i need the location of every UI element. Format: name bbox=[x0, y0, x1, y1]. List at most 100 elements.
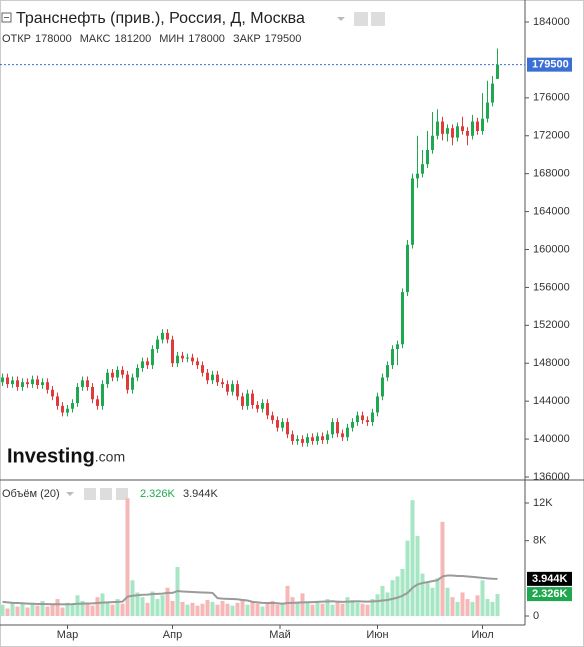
volume-bar bbox=[420, 573, 425, 616]
candle-body bbox=[86, 380, 89, 387]
candle-body bbox=[311, 437, 314, 441]
volume-bar bbox=[375, 594, 380, 616]
eye-icon[interactable] bbox=[354, 12, 368, 26]
volume-bar bbox=[360, 603, 365, 616]
volume-bar bbox=[25, 607, 30, 616]
volume-bar bbox=[110, 604, 115, 616]
close-icon[interactable] bbox=[116, 488, 128, 500]
candle-body bbox=[1, 377, 4, 383]
candle-body bbox=[436, 121, 439, 136]
volume-last-label: 2.326K bbox=[532, 588, 568, 600]
volume-bar bbox=[445, 587, 450, 616]
volume-bar bbox=[30, 602, 35, 616]
candle-body bbox=[266, 403, 269, 416]
candle-body bbox=[101, 384, 104, 406]
settings-icon[interactable] bbox=[100, 488, 112, 500]
volume-bar bbox=[480, 580, 485, 616]
candle-body bbox=[261, 403, 264, 409]
volume-bar bbox=[485, 599, 490, 616]
volume-title: Объём (20) bbox=[2, 488, 60, 500]
volume-bar bbox=[120, 603, 125, 616]
ohlc-value: 178000 bbox=[188, 33, 225, 45]
candle-body bbox=[336, 422, 339, 434]
volume-bar bbox=[290, 597, 295, 616]
collapse-icon[interactable] bbox=[1, 12, 12, 23]
volume-bar bbox=[295, 602, 300, 616]
volume-bar bbox=[40, 600, 45, 616]
chart-title: Транснефть (прив.), Россия, Д, Москва bbox=[16, 10, 305, 27]
volume-bar bbox=[160, 595, 165, 616]
volume-bar bbox=[410, 500, 415, 616]
x-tick-label: Июн bbox=[366, 629, 388, 641]
volume-last-box bbox=[527, 587, 572, 602]
candle-body bbox=[366, 420, 369, 423]
settings-icon[interactable] bbox=[371, 12, 385, 26]
y-tick-label: 172000 bbox=[533, 130, 570, 142]
candle-body bbox=[231, 384, 234, 392]
y2-tick-label: 8K bbox=[533, 535, 547, 547]
candle-body bbox=[81, 380, 84, 387]
candle-body bbox=[291, 434, 294, 441]
y-tick-label: 160000 bbox=[533, 243, 570, 255]
candle-body bbox=[491, 83, 494, 103]
candle-body bbox=[246, 393, 249, 406]
candle-body bbox=[316, 436, 319, 441]
candle-body bbox=[471, 121, 474, 136]
volume-bar bbox=[140, 597, 145, 616]
candle-body bbox=[71, 403, 74, 409]
volume-bar bbox=[115, 599, 120, 616]
volume-bar bbox=[260, 606, 265, 616]
candle-body bbox=[221, 382, 224, 385]
y-tick-label: 148000 bbox=[533, 357, 570, 369]
volume-bar bbox=[70, 604, 75, 616]
volume-last-value: 2.326K bbox=[140, 488, 176, 500]
volume-bar bbox=[145, 602, 150, 616]
candle-body bbox=[166, 332, 169, 340]
volume-bar bbox=[10, 601, 15, 616]
candle-body bbox=[201, 365, 204, 373]
volume-bar bbox=[195, 605, 200, 616]
candle-body bbox=[141, 361, 144, 368]
volume-bar bbox=[495, 594, 500, 616]
y-tick-label: 184000 bbox=[533, 16, 570, 28]
candle-body bbox=[46, 382, 49, 390]
volume-bar bbox=[240, 599, 245, 616]
candle-body bbox=[126, 374, 129, 390]
volume-bar bbox=[250, 601, 255, 616]
volume-bar bbox=[275, 604, 280, 616]
candle-body bbox=[176, 355, 179, 364]
volume-bar bbox=[465, 599, 470, 616]
eye-icon[interactable] bbox=[84, 488, 96, 500]
x-tick-label: Мар bbox=[57, 629, 79, 641]
dropdown-arrow[interactable] bbox=[66, 492, 74, 496]
candle-body bbox=[321, 436, 324, 441]
volume-bar bbox=[460, 592, 465, 616]
volume-bar bbox=[300, 593, 305, 616]
volume-bar bbox=[225, 603, 230, 616]
candle-body bbox=[391, 349, 394, 366]
candle-body bbox=[146, 361, 149, 366]
candle-body bbox=[41, 382, 44, 386]
candle-body bbox=[151, 349, 154, 366]
ma-last-value: 3.944K bbox=[183, 488, 219, 500]
candle-body bbox=[451, 128, 454, 138]
dropdown-arrow[interactable] bbox=[337, 17, 345, 21]
candle-body bbox=[381, 377, 384, 397]
volume-bar bbox=[285, 585, 290, 616]
volume-bar bbox=[325, 599, 330, 616]
candle-body bbox=[91, 386, 94, 400]
volume-bar bbox=[200, 603, 205, 616]
candle-body bbox=[6, 377, 9, 385]
candle-body bbox=[371, 412, 374, 423]
candle-body bbox=[271, 415, 274, 421]
volume-bar bbox=[130, 580, 135, 616]
volume-bar bbox=[450, 597, 455, 616]
candle-body bbox=[106, 372, 109, 385]
candle-body bbox=[156, 339, 159, 350]
candle-body bbox=[16, 380, 19, 387]
volume-bar bbox=[350, 599, 355, 616]
volume-bar bbox=[15, 606, 20, 616]
volume-bar bbox=[205, 599, 210, 616]
candle-body bbox=[51, 389, 54, 397]
candle-body bbox=[406, 244, 409, 293]
